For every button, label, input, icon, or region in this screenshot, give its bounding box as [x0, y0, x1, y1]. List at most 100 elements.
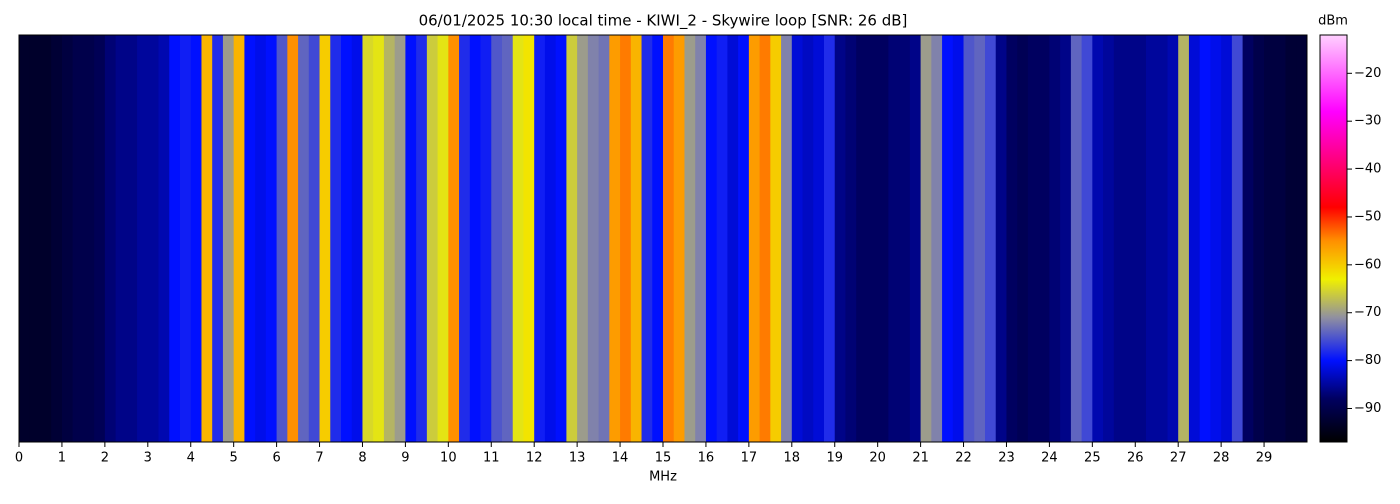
heat-cell: [180, 35, 192, 442]
heat-cell: [1231, 35, 1244, 442]
heat-cell: [512, 35, 524, 442]
heat-cell: [51, 35, 63, 442]
x-tick-label: 19: [826, 451, 843, 466]
heat-cell: [72, 35, 84, 442]
heat-cell: [158, 35, 170, 442]
heat-cell: [383, 35, 396, 442]
x-tick-label: 1: [58, 451, 66, 466]
plot-area: [19, 35, 1308, 442]
heat-cell: [491, 35, 503, 442]
heat-cell: [298, 35, 310, 442]
heat-cell: [856, 35, 868, 442]
heat-cell: [931, 35, 943, 442]
colorbar-tick-label: −30: [1354, 114, 1381, 129]
heat-cell: [190, 35, 202, 442]
heat-cell: [845, 35, 857, 442]
heat-cell: [566, 35, 578, 442]
x-tick-label: 0: [15, 451, 23, 466]
heat-cell: [974, 35, 986, 442]
heat-cell: [652, 35, 664, 442]
heat-cell: [824, 35, 836, 442]
heat-cell: [1156, 35, 1168, 442]
heat-cell: [952, 35, 965, 442]
x-tick-label: 17: [741, 451, 758, 466]
heat-cell: [759, 35, 771, 442]
heat-cell: [1092, 35, 1104, 442]
heat-cell: [899, 35, 911, 442]
heat-cell: [448, 35, 460, 442]
heat-cell: [137, 35, 149, 442]
heat-cell: [544, 35, 557, 442]
heat-cell: [963, 35, 975, 442]
heat-cell: [426, 35, 439, 442]
heat-cell: [663, 35, 675, 442]
heat-cell: [673, 35, 685, 442]
heat-cell: [126, 35, 138, 442]
heat-cell: [834, 35, 846, 442]
heat-cell: [147, 35, 160, 442]
heat-cell: [985, 35, 997, 442]
heat-cell: [480, 35, 492, 442]
heat-cell: [1113, 35, 1126, 442]
heat-cell: [1070, 35, 1083, 442]
heat-cell: [341, 35, 353, 442]
heat-cell: [169, 35, 181, 442]
heat-cell: [19, 35, 31, 442]
heat-cell: [1146, 35, 1158, 442]
x-tick-label: 29: [1256, 451, 1273, 466]
x-tick-label: 14: [612, 451, 629, 466]
x-axis-label: MHz: [649, 470, 677, 485]
heat-cell: [1038, 35, 1050, 442]
heat-cell: [802, 35, 814, 442]
heat-cell: [920, 35, 932, 442]
heat-cell: [287, 35, 299, 442]
heat-cell: [1296, 35, 1308, 442]
heat-cell: [1253, 35, 1265, 442]
colorbar-label: dBm: [1318, 14, 1348, 29]
x-tick-label: 28: [1213, 451, 1230, 466]
heat-cell: [587, 35, 600, 442]
heat-cell: [813, 35, 825, 442]
heat-cell: [641, 35, 653, 442]
heat-cell: [695, 35, 707, 442]
heat-cell: [416, 35, 428, 442]
colorbar-tick-label: −50: [1354, 209, 1381, 224]
x-tick-label: 9: [401, 451, 409, 466]
x-tick-label: 27: [1170, 451, 1187, 466]
heat-cell: [1124, 35, 1136, 442]
heat-cell: [469, 35, 482, 442]
x-tick-label: 2: [101, 451, 109, 466]
x-tick-label: 8: [358, 451, 366, 466]
heat-cell: [1060, 35, 1072, 442]
heat-cell: [362, 35, 374, 442]
heat-cell: [244, 35, 256, 442]
heat-cell: [1049, 35, 1061, 442]
heat-cell: [201, 35, 213, 442]
heat-cell: [909, 35, 922, 442]
colorbar-tick-label: −20: [1354, 66, 1381, 81]
heat-cell: [577, 35, 589, 442]
x-tick-label: 13: [569, 451, 586, 466]
x-tick-label: 16: [698, 451, 715, 466]
colorbar-tick-label: −80: [1354, 353, 1381, 368]
heat-cell: [222, 35, 235, 442]
heat-cell: [705, 35, 718, 442]
heat-cell: [716, 35, 728, 442]
heat-cell: [115, 35, 127, 442]
heat-cell: [502, 35, 514, 442]
heat-cell: [1264, 35, 1276, 442]
x-tick-label: 11: [483, 451, 500, 466]
heat-cell: [437, 35, 449, 442]
heat-cell: [727, 35, 739, 442]
heat-cell: [1178, 35, 1190, 442]
heat-cell: [255, 35, 267, 442]
heat-cell: [791, 35, 804, 442]
heat-cell: [405, 35, 417, 442]
heat-cell: [1242, 35, 1254, 442]
heat-cell: [877, 35, 889, 442]
x-tick-label: 4: [187, 451, 195, 466]
heat-cell: [1006, 35, 1018, 442]
x-tick-label: 7: [315, 451, 323, 466]
heat-cell: [319, 35, 331, 442]
